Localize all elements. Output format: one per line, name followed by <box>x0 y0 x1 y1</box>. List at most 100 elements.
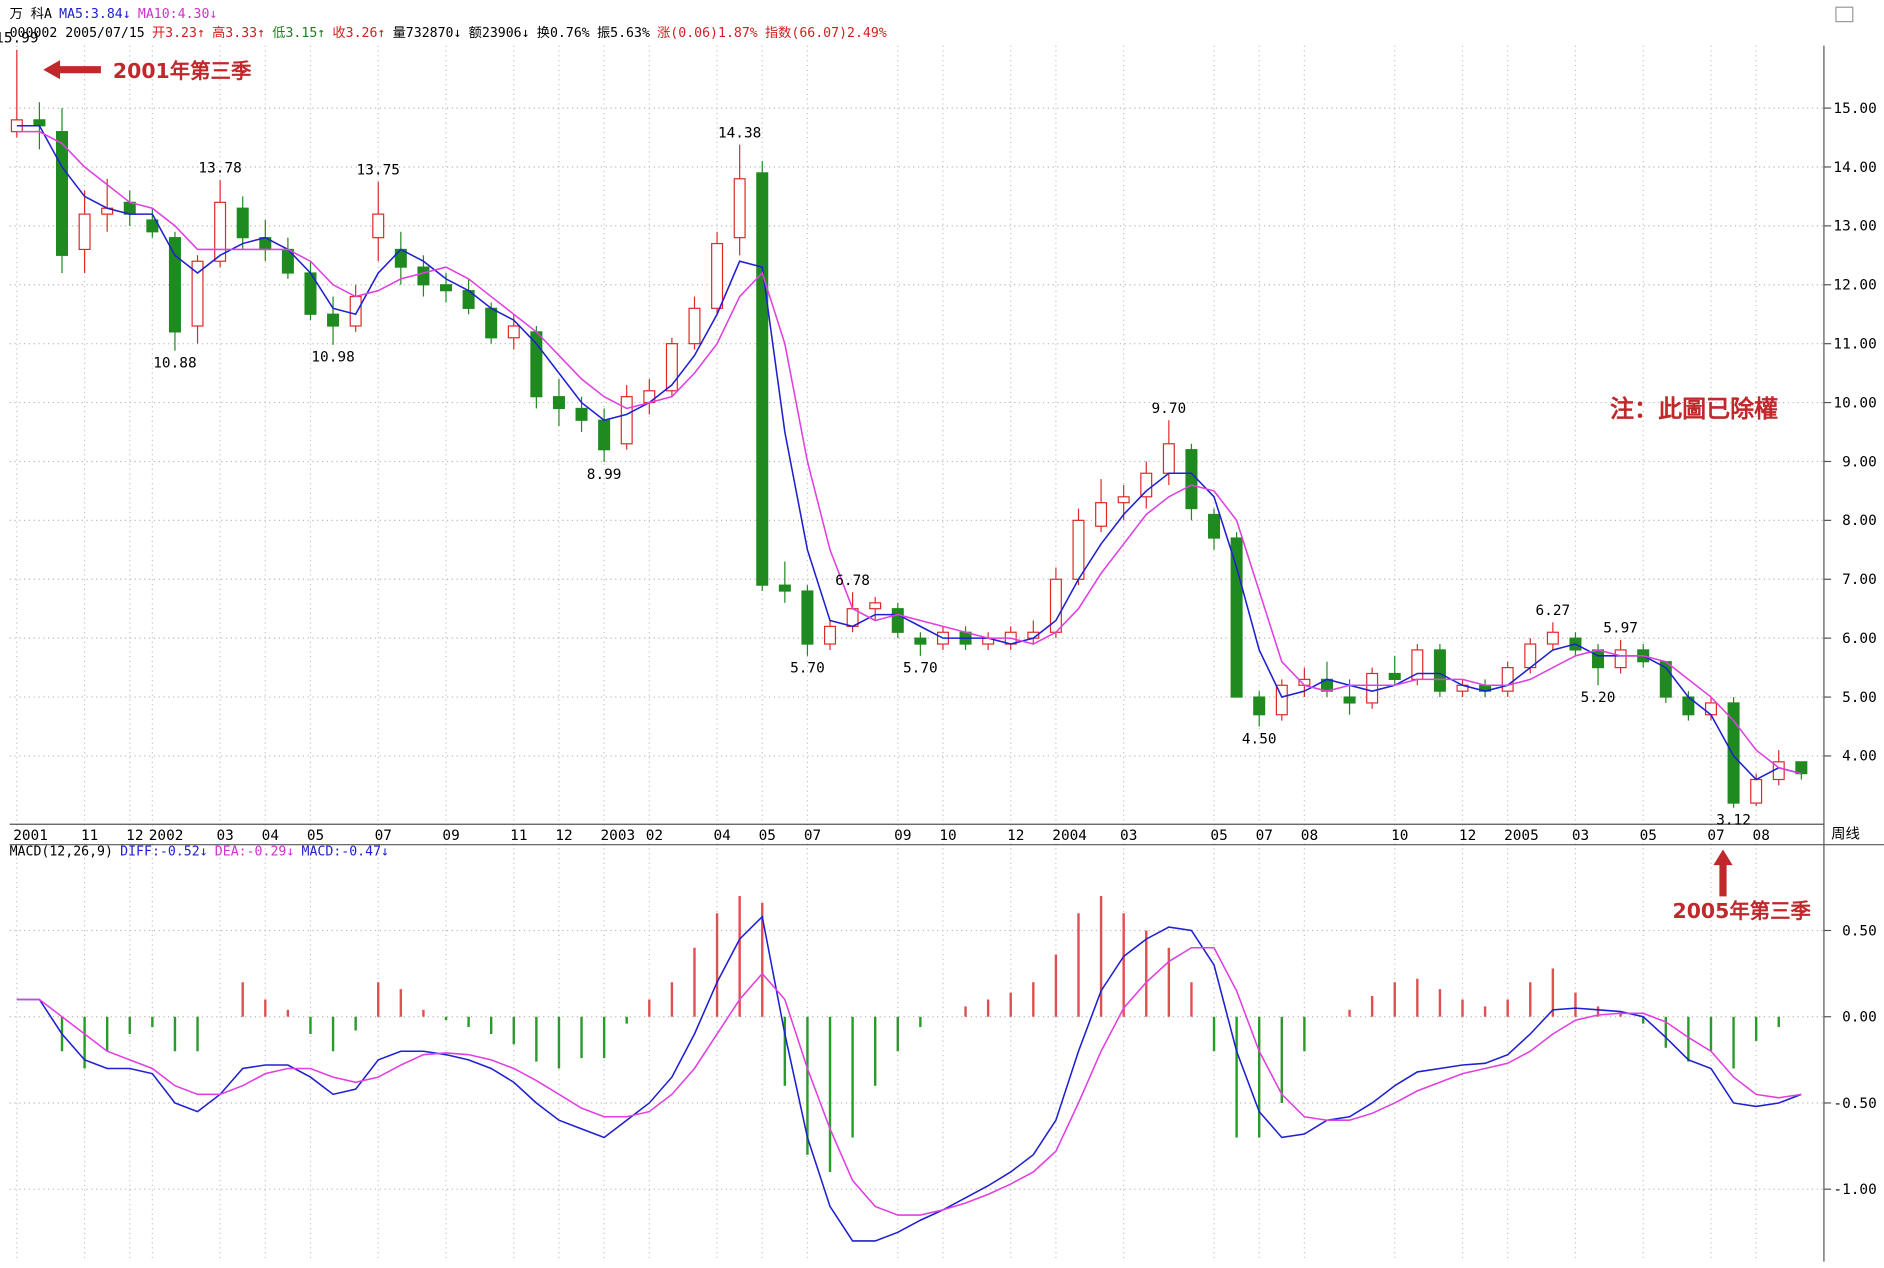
annotation: 2005年第三季 <box>1673 899 1812 923</box>
high-label: 6.78 <box>835 573 870 589</box>
candle-body <box>440 284 453 292</box>
candle-body <box>914 637 927 645</box>
window-icon[interactable] <box>1835 6 1854 23</box>
candle-body <box>1366 672 1379 704</box>
candle-body <box>869 602 882 610</box>
arrow-up <box>1713 849 1733 897</box>
x-tick-label: 07 <box>1707 828 1724 844</box>
candle-body <box>552 396 565 410</box>
low-label: 5.70 <box>903 661 938 677</box>
x-tick-label: 11 <box>81 828 98 844</box>
x-tick-label: 2003 <box>601 828 636 844</box>
x-tick-label: 11 <box>510 828 527 844</box>
header-line: 万 科A MA5:3.84↓ MA10:4.30↓ <box>10 6 218 22</box>
header-item: 开3.23↑ <box>152 26 205 41</box>
candle-body <box>575 407 588 421</box>
x-tick-label: 2004 <box>1052 828 1087 844</box>
candle-body <box>1433 649 1446 692</box>
header-item: 高3.33↑ <box>212 24 265 41</box>
candle-body <box>530 331 543 398</box>
header-item: 低3.15↑ <box>272 25 325 41</box>
x-tick-label: 05 <box>759 828 776 844</box>
x-tick-label: 03 <box>1120 828 1137 844</box>
x-tick-label: 04 <box>713 828 730 844</box>
high-label: 15.99 <box>0 31 39 47</box>
candle-body <box>55 131 69 256</box>
candle-body <box>665 343 678 392</box>
y-tick-label: 15.00 <box>1833 101 1876 117</box>
header-item: 万 科A <box>10 6 52 22</box>
header-item: 量732870↓ <box>393 25 462 41</box>
high-label: 14.38 <box>718 125 761 141</box>
y-tick-label: 8.00 <box>1842 513 1877 529</box>
candle-body <box>1208 513 1221 539</box>
y-tick-label: 0.50 <box>1842 923 1877 939</box>
candle-body <box>620 396 633 445</box>
candle-body <box>1162 443 1175 474</box>
x-tick-label: 09 <box>894 828 911 844</box>
candle-body <box>485 307 498 339</box>
x-tick-label: 07 <box>804 828 821 844</box>
x-tick-label: 2005 <box>1504 828 1539 844</box>
high-label: 13.78 <box>198 161 241 177</box>
y-tick-label: 13.00 <box>1833 219 1876 235</box>
y-tick-label: -1.00 <box>1833 1182 1876 1198</box>
candle-body <box>1750 778 1763 804</box>
header-item: 额23906↓ <box>469 25 530 41</box>
candle-body <box>1253 696 1266 716</box>
x-tick-label: 12 <box>126 828 143 844</box>
header-item: 振5.63% <box>597 25 650 41</box>
x-tick-label: 12 <box>1007 828 1024 844</box>
candle-body <box>1501 667 1514 692</box>
candle-body <box>1230 537 1243 698</box>
candle-body <box>327 313 340 327</box>
header-item: 涨(0.06)1.87% <box>657 25 758 41</box>
x-tick-label: 2002 <box>149 828 184 844</box>
candle-body <box>598 419 611 451</box>
high-label: 6.27 <box>1536 603 1571 619</box>
x-tick-label: 05 <box>307 828 324 844</box>
candle-body <box>1343 696 1356 704</box>
x-tick-label: 08 <box>1301 828 1318 844</box>
candle-body <box>688 307 701 345</box>
candle-body <box>507 325 520 339</box>
low-label: 5.20 <box>1581 690 1616 706</box>
candle-body <box>1140 472 1153 498</box>
x-tick-label: 10 <box>1391 828 1408 844</box>
x-tick-label: 05 <box>1210 828 1227 844</box>
header-item: MACD(12,26,9) <box>10 845 113 860</box>
candle-body <box>711 242 724 309</box>
low-label: 8.99 <box>587 467 622 483</box>
y-tick-label: 14.00 <box>1833 160 1876 176</box>
indicator-line <box>16 124 1802 781</box>
x-tick-label: 12 <box>1459 828 1476 844</box>
x-tick-label: 09 <box>442 828 459 844</box>
indicator-line <box>16 915 1802 1242</box>
marks <box>10 49 1808 1242</box>
candle-body <box>1614 649 1627 669</box>
candle-body <box>78 213 91 251</box>
candle-body <box>733 178 746 239</box>
indicator-line <box>16 130 1802 775</box>
x-tick-label: 05 <box>1640 828 1657 844</box>
candle-body <box>1388 672 1401 680</box>
header-item: MACD:-0.47↓ <box>302 845 389 860</box>
header-item: MA10:4.30↓ <box>138 7 217 22</box>
candle-body <box>1072 519 1085 580</box>
low-label: 4.50 <box>1242 731 1277 747</box>
low-label: 5.70 <box>790 661 825 677</box>
candle-body <box>168 237 181 333</box>
annotation: 2001年第三季 <box>113 59 252 83</box>
candle-body <box>1727 702 1740 804</box>
x-tick-label: 03 <box>1572 828 1589 844</box>
candle-body <box>756 172 769 586</box>
y-tick-label: 11.00 <box>1833 336 1876 352</box>
period-label: 周线 <box>1831 826 1860 843</box>
candle-body <box>417 266 430 286</box>
x-tick-label: 08 <box>1753 828 1770 844</box>
x-tick-label: 02 <box>646 828 663 844</box>
y-tick-label: 7.00 <box>1842 572 1877 588</box>
x-tick-label: 03 <box>217 828 234 844</box>
